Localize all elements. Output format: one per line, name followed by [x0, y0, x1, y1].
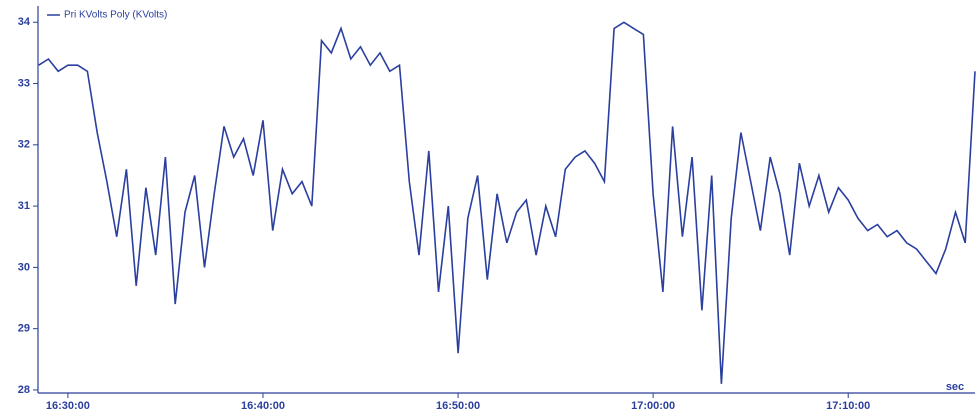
y-tick-label: 30 — [18, 261, 30, 273]
legend-label: Pri KVolts Poly (KVolts) — [64, 10, 167, 21]
x-tick-label: 16:50:00 — [436, 400, 480, 412]
x-axis-label: sec — [946, 381, 964, 393]
y-tick-label: 33 — [18, 77, 30, 89]
x-tick-label: 16:30:00 — [46, 400, 90, 412]
y-tick-label: 28 — [18, 384, 30, 396]
x-tick-label: 17:00:00 — [631, 400, 675, 412]
series-line — [38, 21, 976, 384]
y-tick-label: 32 — [18, 139, 30, 151]
y-tick-label: 34 — [18, 16, 31, 28]
x-tick-label: 17:10:00 — [826, 400, 870, 412]
x-tick-label: 16:40:00 — [241, 400, 285, 412]
y-tick-label: 29 — [18, 323, 30, 335]
y-tick-label: 31 — [18, 200, 30, 212]
